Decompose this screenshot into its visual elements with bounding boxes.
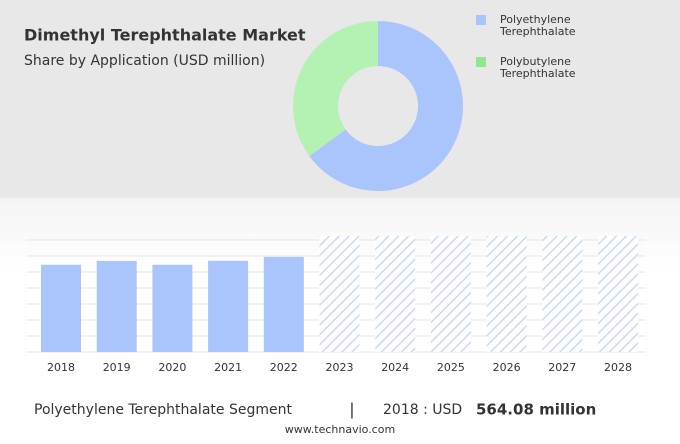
bar: [96, 260, 137, 352]
legend-label: Polyethylene Terephthalate: [499, 13, 576, 38]
x-tick-label: 2028: [604, 361, 632, 374]
footer-label: 2018 : USD: [383, 402, 462, 418]
x-tick-label: 2022: [270, 361, 298, 374]
x-tick-label: 2025: [437, 361, 465, 374]
forecast-bar: [375, 236, 416, 352]
x-tick-label: 2024: [381, 361, 409, 374]
x-tick-label: 2021: [214, 361, 242, 374]
legend-label: Polybutylene Terephthalate: [499, 55, 576, 80]
x-tick-label: 2020: [158, 361, 186, 374]
legend-swatch: [476, 15, 486, 25]
x-tick-label: 2019: [103, 361, 131, 374]
x-tick-label: 2027: [548, 361, 576, 374]
forecast-bar: [598, 236, 638, 352]
chart-subtitle: Share by Application (USD million): [24, 53, 265, 69]
forecast-bar: [486, 236, 527, 352]
forecast-bar: [542, 236, 583, 352]
legend-swatch: [476, 57, 486, 67]
footer-source: www.technavio.com: [285, 423, 395, 436]
bar: [41, 264, 81, 352]
footer-value: 564.08 million: [476, 401, 596, 419]
chart-title: Dimethyl Terephthalate Market: [24, 26, 306, 45]
x-tick-label: 2023: [326, 361, 354, 374]
bar: [263, 256, 304, 352]
bar: [152, 264, 193, 352]
donut-segment: [292, 21, 378, 156]
footer-separator: |: [349, 400, 354, 419]
forecast-bar: [319, 236, 360, 352]
x-tick-label: 2026: [493, 361, 521, 374]
donut-segment: [309, 21, 463, 192]
forecast-bar: [430, 236, 471, 352]
bar: [208, 260, 249, 352]
footer-segment: Polyethylene Terephthalate Segment: [34, 402, 292, 418]
x-tick-label: 2018: [47, 361, 75, 374]
